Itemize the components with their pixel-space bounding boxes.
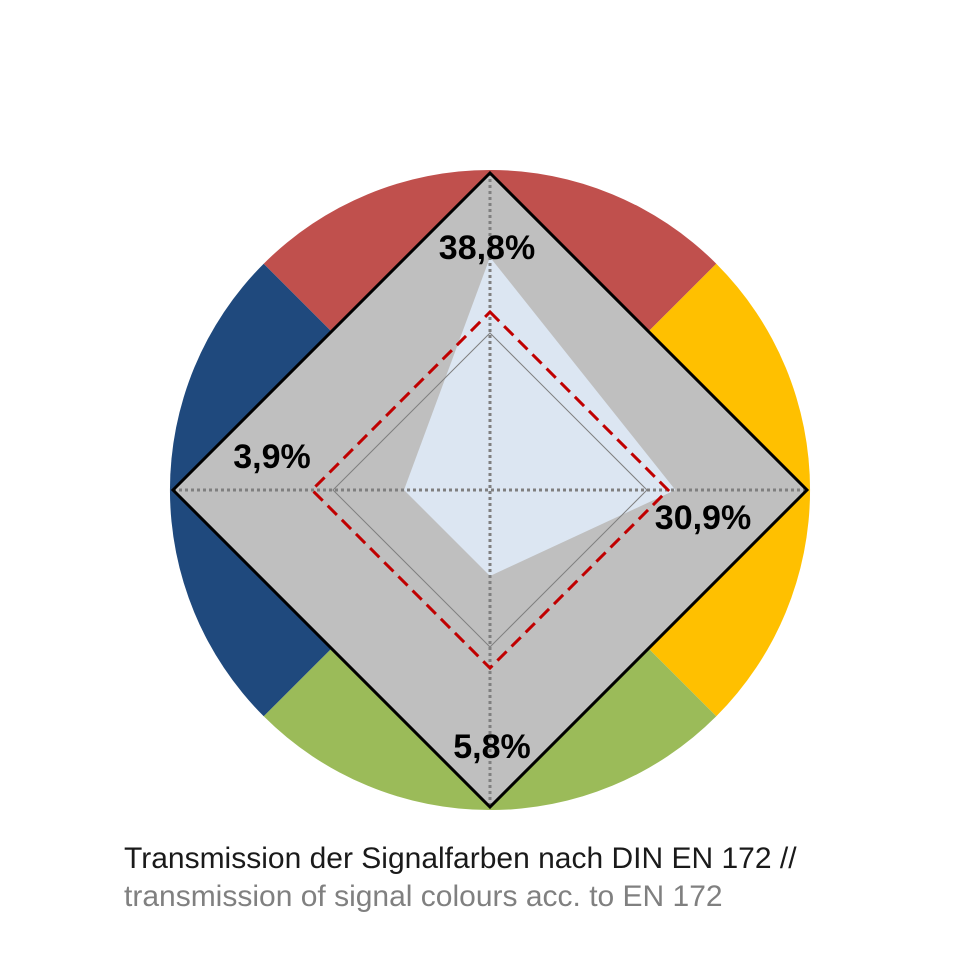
outer-diamond-outline — [170, 170, 810, 810]
value-label-green: 5,8% — [453, 728, 531, 766]
axis-lines — [173, 173, 807, 807]
transmission-area — [404, 257, 676, 576]
caption-english: transmission of signal colours acc. to E… — [124, 880, 723, 913]
value-label-red: 38,8% — [439, 229, 535, 267]
value-label-yellow: 30,9% — [655, 499, 751, 537]
value-label-blue: 3,9% — [233, 438, 311, 476]
caption-german: Transmission der Signalfarben nach DIN E… — [124, 842, 797, 875]
value-labels: 38,8% 30,9% 5,8% 3,9% — [233, 229, 751, 766]
threshold-dashed-diamond — [309, 309, 671, 671]
